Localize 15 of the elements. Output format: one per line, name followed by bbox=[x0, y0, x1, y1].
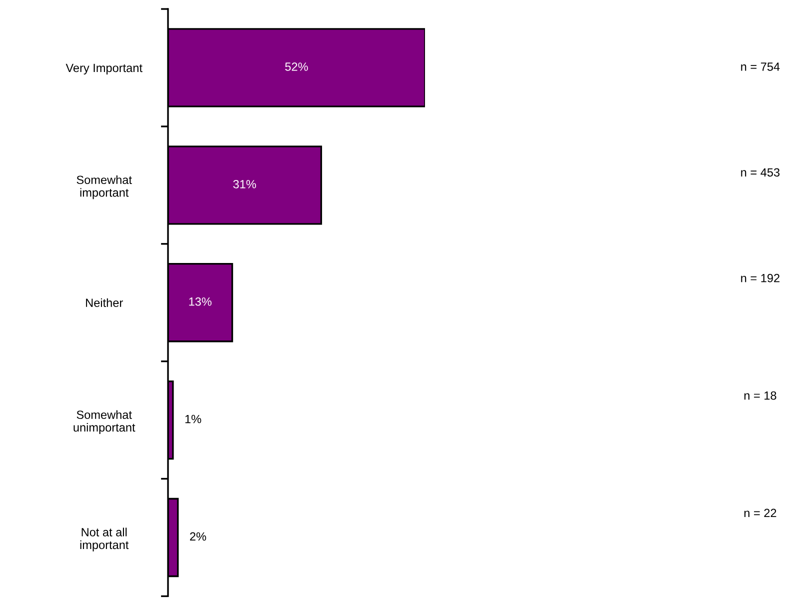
text: n = 754 bbox=[741, 62, 780, 71]
data-label: 31% bbox=[233, 180, 256, 188]
y-tick-label: Very Important bbox=[66, 64, 142, 74]
y-tick-label: Neither bbox=[86, 298, 123, 307]
data-label: 13% bbox=[189, 297, 212, 306]
y-tick-label: Somewhat unimportant bbox=[74, 410, 136, 434]
data-label: 1% bbox=[185, 414, 202, 424]
y-tick-label: Somewhat important bbox=[76, 175, 132, 200]
data-label: 2% bbox=[190, 532, 206, 541]
text: n = 18 bbox=[744, 391, 776, 400]
y-tick-label: Not at all important bbox=[80, 528, 129, 552]
data-label: 52% bbox=[285, 62, 308, 71]
text: n = 192 bbox=[741, 274, 780, 282]
text: n = 453 bbox=[741, 168, 780, 177]
text: n = 22 bbox=[744, 508, 776, 518]
